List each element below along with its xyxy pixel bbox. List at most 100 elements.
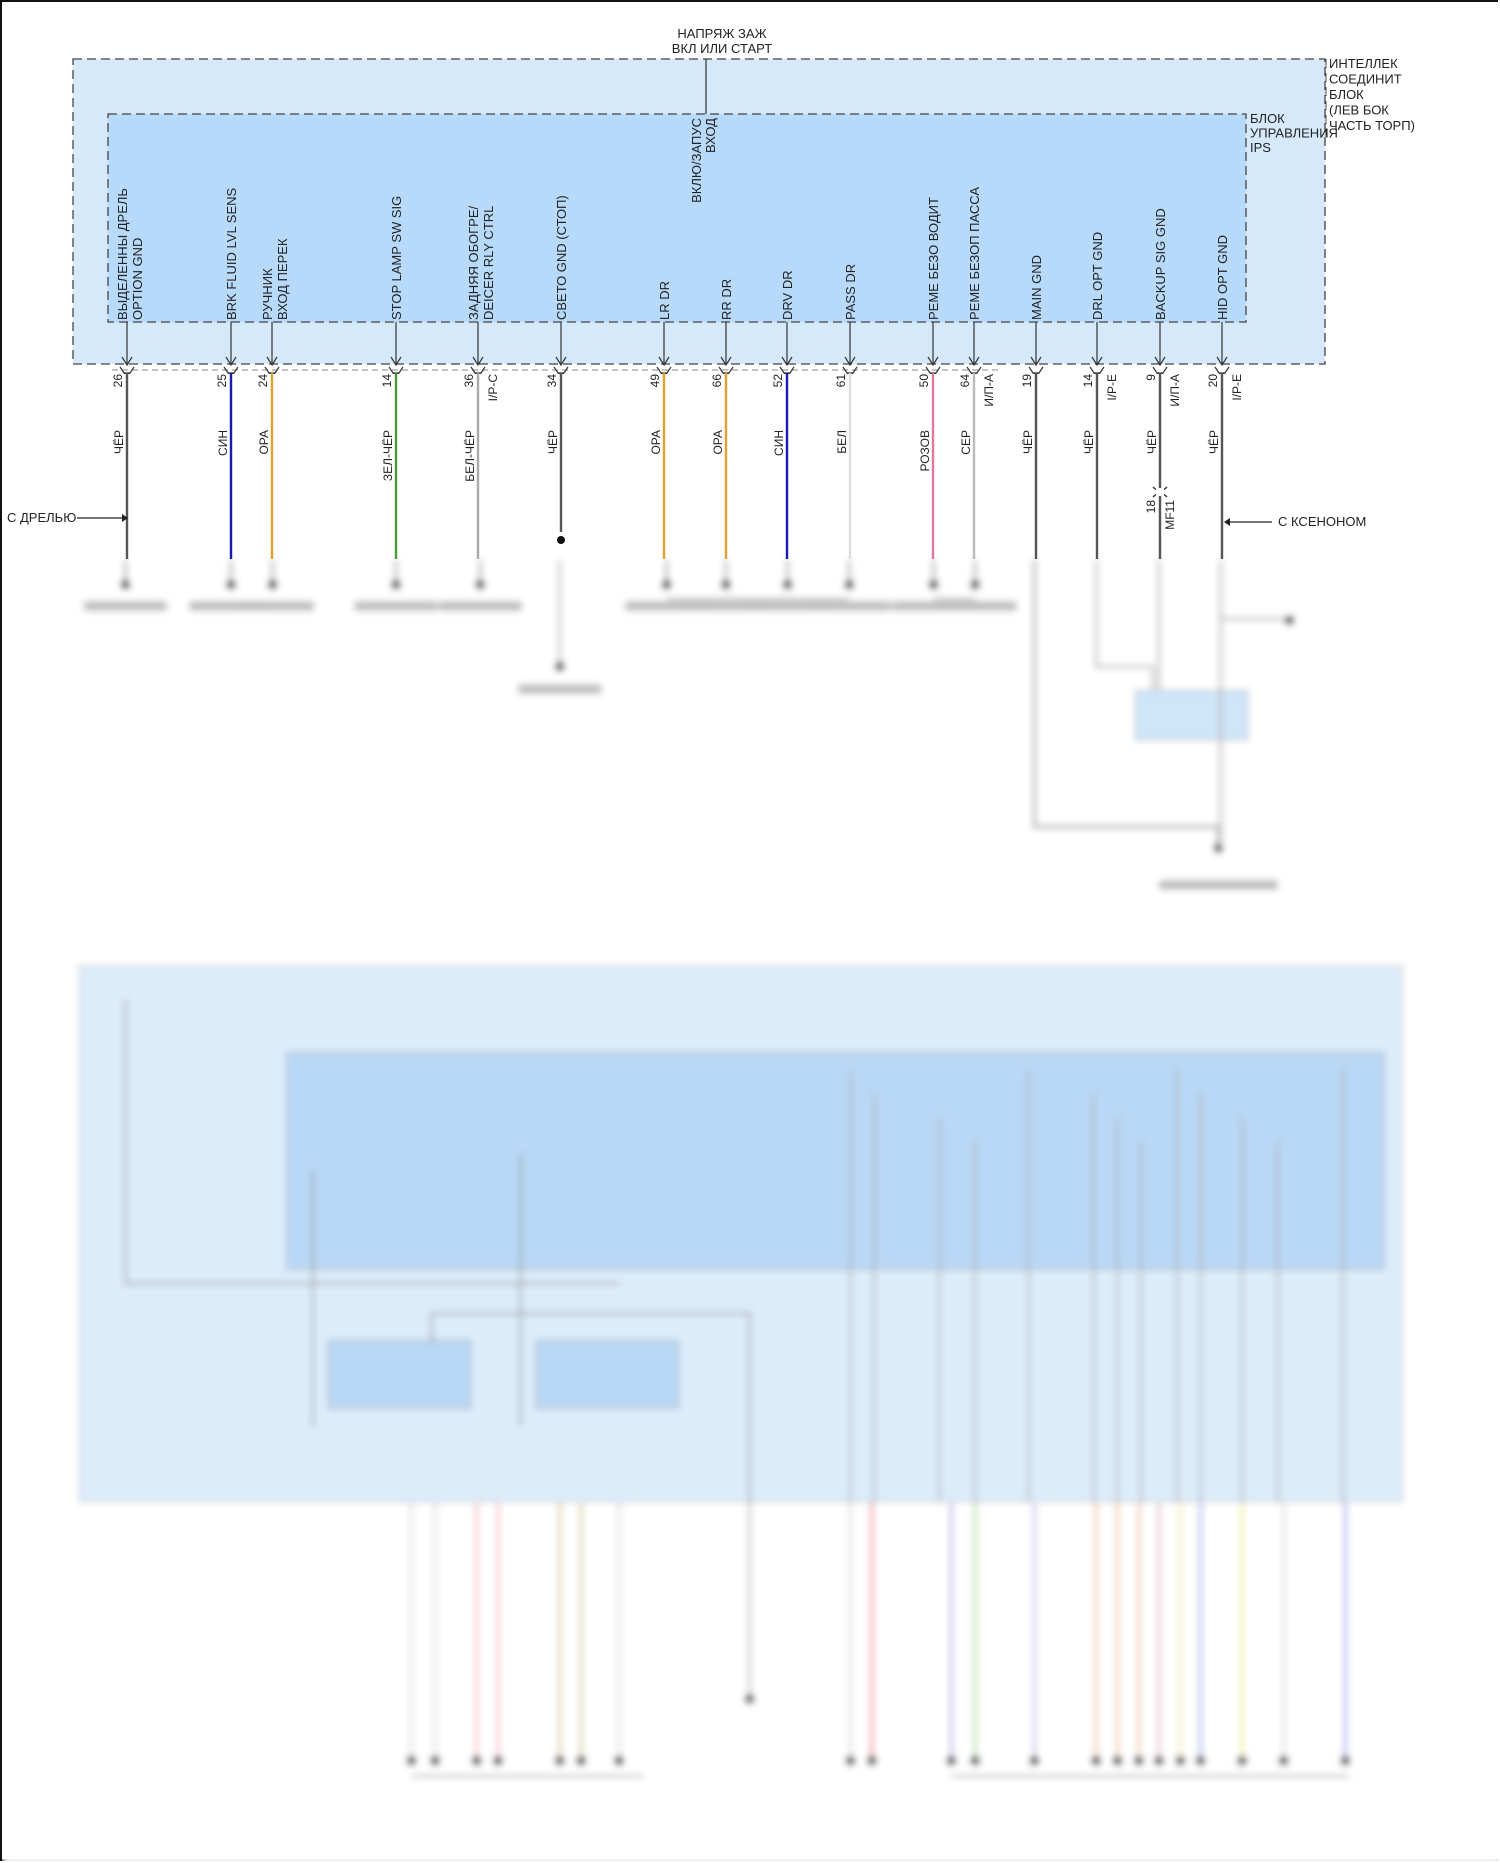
obscured-dot xyxy=(970,579,981,590)
ips-module-label-line: IPS xyxy=(1250,140,1271,155)
wire-color-label: РОЗОВ xyxy=(918,430,932,472)
pin-function-label: OPTION GND xyxy=(130,238,145,320)
note-with-xenon: С КСЕНОНОМ xyxy=(1278,514,1366,529)
obscured-shape xyxy=(286,1051,1386,1270)
obscured-dot xyxy=(475,579,486,590)
pin-function-label: MAIN GND xyxy=(1029,255,1044,320)
pin-function-label: PASS DR xyxy=(843,264,858,320)
pin-14: STOP LAMP SW SIG 14 ЗЕЛ-ЧЁР xyxy=(380,196,404,559)
pin-function-label: BRK FLUID LVL SENS xyxy=(224,187,239,320)
pin-function-label: РЕМЕ БЕЗОП ПАССА xyxy=(967,187,982,320)
connector-terminal-icon xyxy=(1214,366,1230,374)
obscured-dot xyxy=(1278,1755,1289,1766)
pin-function-label: DRL OPT GND xyxy=(1090,232,1105,320)
pin-24: РУЧНИК ВХОД ПЕРЕК 24 ОРА xyxy=(256,238,290,559)
connector-terminal-icon xyxy=(842,366,858,374)
wire-color-label: БЕЛ xyxy=(835,430,849,454)
pin-function-label: HID OPT GND xyxy=(1215,235,1230,320)
obscured-dot xyxy=(576,1755,587,1766)
pin-26: ВЫДЕЛЕННЫ ДРЕЛЬ OPTION GND 26 ЧЁР xyxy=(111,188,145,559)
arrow-down-icon xyxy=(266,356,278,367)
obscured-dot xyxy=(1154,1755,1165,1766)
obscured-dot xyxy=(493,1755,504,1766)
wire-color-label: ЧЁР xyxy=(1145,430,1159,454)
wire-color-label: СИН xyxy=(772,430,786,456)
pin-9: BACKUP SIG GND 9 И/П-А ЧЁР xyxy=(1144,208,1182,559)
pin-25: BRK FLUID LVL SENS 25 СИН xyxy=(215,187,239,559)
obscured-dot xyxy=(1237,1755,1248,1766)
obscured-shape xyxy=(1134,689,1249,741)
pin-61: PASS DR 61 БЕЛ xyxy=(834,264,858,559)
supply-label-1: НАПРЯЖ ЗАЖ xyxy=(677,26,766,41)
pin-number: 14 xyxy=(1081,374,1095,388)
pin-50: РЕМЕ БЕЗО ВОДИТ 50 РОЗОВ xyxy=(917,197,941,559)
ips-module-label-line: УПРАВЛЕНИЯ xyxy=(1250,126,1338,141)
wire-color-label: СЕР xyxy=(959,430,973,455)
ign-input-label-2: ВХОД xyxy=(703,118,718,153)
ips-module-label-line: БЛОК xyxy=(1250,111,1285,126)
wire-color-label: ОРА xyxy=(649,430,663,455)
obscured-wire xyxy=(430,1312,751,1504)
connector-terminal-icon xyxy=(1152,366,1168,374)
obscured-shape xyxy=(535,1340,679,1409)
obscured-dot xyxy=(471,1755,482,1766)
wire-color-label: ЧЁР xyxy=(546,430,560,454)
pin-number: 19 xyxy=(1020,374,1034,388)
pin-14: DRL OPT GND 14 I/P-E ЧЁР xyxy=(1081,232,1119,559)
pin-number: 26 xyxy=(111,374,125,388)
pin-34: СВЕТО GND (СТОП) 34 ЧЁР xyxy=(545,195,569,532)
obscured-dot xyxy=(614,1755,625,1766)
obscured-lower-section xyxy=(2,559,1500,1863)
obscured-dot xyxy=(1340,1755,1351,1766)
obscured-dot xyxy=(226,579,237,590)
obscured-dot xyxy=(1195,1755,1206,1766)
arrow-down-icon xyxy=(720,356,732,367)
inline-connector-name: MF11 xyxy=(1163,500,1177,530)
connector-terminal-icon xyxy=(223,366,239,374)
pin-36: ЗАДНЯЯ ОБОГРЕ/DEICER RLY CTRL 36 I/P-C БЕЛ-… xyxy=(462,205,500,559)
arrow-down-icon xyxy=(472,356,484,367)
connector-id: И/П-А xyxy=(982,374,996,407)
obscured-dot xyxy=(406,1755,417,1766)
arrow-icon xyxy=(122,514,128,522)
pin-52: DRV DR 52 СИН xyxy=(771,270,795,559)
arrow-icon xyxy=(1224,518,1230,526)
pin-number: 49 xyxy=(648,374,662,388)
wire-color-label: СИН xyxy=(216,430,230,456)
obscured-dot xyxy=(120,579,131,590)
obscured-dot xyxy=(267,579,278,590)
obscured-dot xyxy=(928,579,939,590)
obscured-dot xyxy=(1284,615,1295,626)
obscured-shape xyxy=(1159,880,1278,890)
pin-function-label: BACKUP SIG GND xyxy=(1153,208,1168,320)
pin-number: 66 xyxy=(710,374,724,388)
obscured-shape xyxy=(327,1340,472,1409)
junction-block-label-line: СОЕДИНИТ xyxy=(1329,72,1402,87)
obscured-shape xyxy=(933,601,1017,611)
inline-connector-gap xyxy=(1156,488,1164,496)
obscured-shape xyxy=(354,601,438,611)
obscured-dot xyxy=(720,579,731,590)
pin-function-label: RR DR xyxy=(719,279,734,320)
junction-block-label-line: (ЛЕВ БОК xyxy=(1329,103,1389,118)
pin-function-label: DEICER RLY CTRL xyxy=(481,206,496,320)
arrow-down-icon xyxy=(658,356,670,367)
pin-function-label: ЗАДНЯЯ ОБОГРЕ/ xyxy=(466,205,481,320)
arrow-down-icon xyxy=(781,356,793,367)
pin-19: MAIN GND 19 ЧЁР xyxy=(1020,255,1044,559)
connector-id: И/П-А xyxy=(1168,374,1182,407)
connector-terminal-icon xyxy=(1089,366,1105,374)
pin-number: 52 xyxy=(771,374,785,388)
wire-color-label: ЧЁР xyxy=(1021,430,1035,454)
wire-color-label: ЧЁР xyxy=(1082,430,1096,454)
wire-color-label: ЗЕЛ-ЧЁР xyxy=(381,430,395,481)
pin-number: 36 xyxy=(462,374,476,388)
obscured-dot xyxy=(744,1693,755,1704)
ign-input-label-1: ВКЛЮ/ЗАПУС xyxy=(689,118,704,203)
wire-color-label: ОРА xyxy=(257,430,271,455)
arrow-down-icon xyxy=(968,356,980,367)
junction-block-label-line: ЧАСТЬ ТОРП) xyxy=(1329,118,1415,133)
wire-color-label: БЕЛ-ЧЁР xyxy=(463,430,477,482)
